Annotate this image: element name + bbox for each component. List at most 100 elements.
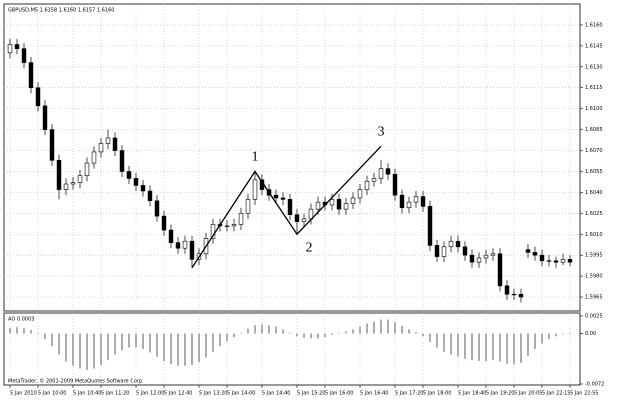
y-tick-label: 1.6055 [585, 169, 603, 175]
candle-body [462, 246, 468, 256]
y-tick-label: 1.6145 [585, 43, 603, 49]
x-tick-label: 5 Jan 13:20 [199, 391, 227, 397]
x-tick-label: 5 Jan 20:05 [514, 391, 542, 397]
price-panel [3, 3, 581, 312]
x-tick-label: 5 Jan 2010 [10, 391, 37, 397]
x-tick-label: 5 Jan 14:40 [262, 391, 290, 397]
y2-tick-label: 0.0025 [585, 314, 603, 320]
candle-body [112, 137, 118, 151]
candle-body [504, 285, 510, 295]
candle-body [77, 175, 83, 183]
candle-body [7, 44, 13, 54]
y-tick-label: 1.5980 [585, 274, 603, 280]
candle-body [427, 206, 433, 246]
y-tick-label: 1.6025 [585, 211, 603, 217]
candle-body [224, 225, 230, 227]
y-tick-label: 1.6115 [585, 85, 603, 91]
candle-body [119, 150, 125, 172]
y-tick-label: 1.5995 [585, 253, 603, 259]
candle-body [371, 178, 377, 182]
candle-body [231, 224, 237, 227]
candle-body [84, 162, 90, 176]
candle-body [252, 179, 258, 200]
x-tick-label: 5 Jan 15:20 [297, 391, 325, 397]
candle-body [161, 215, 167, 231]
candle-body [56, 159, 62, 190]
candle-body [42, 105, 48, 130]
x-tick-label: 5 Jan 11:20 [101, 391, 129, 397]
x-tick-label: 5 Jan 22:55 [570, 391, 598, 397]
candle-body [105, 137, 111, 144]
zigzag-label: 1 [252, 150, 259, 165]
y-tick-label: 1.6130 [585, 64, 603, 70]
candle-body [238, 213, 244, 225]
candle-body [70, 182, 76, 185]
y-tick-label: 1.6160 [585, 22, 603, 28]
candle-body [364, 180, 370, 190]
candle-body [490, 253, 496, 256]
candle-body [350, 197, 356, 204]
candle-body [378, 168, 384, 179]
candle-body [448, 240, 454, 248]
x-tick-label: 5 Jan 18:00 [423, 391, 451, 397]
candle-body [343, 203, 349, 210]
candle-body [168, 229, 174, 243]
y2-tick-label: -0.0072 [585, 382, 604, 388]
candle-body [420, 196, 426, 207]
y2-tick-label: 0.00 [585, 331, 596, 337]
zigzag-line [191, 145, 382, 269]
candle-body [406, 201, 412, 209]
y-tick-label: 1.6100 [585, 106, 603, 112]
chart-title: GBPUSD,M5 1.6158 1.6160 1.6157 1.6160 [8, 8, 114, 14]
candle-body [483, 254, 489, 259]
candle-body [567, 259, 573, 263]
footer: MetaTrader, © 2001-2009 MetaQuotes Softw… [8, 378, 144, 385]
candle-body [518, 293, 524, 298]
candle-body [476, 257, 482, 263]
y-tick-label: 1.5965 [585, 295, 603, 301]
x-tick-label: 5 Jan 16:40 [360, 391, 388, 397]
candle-body [385, 168, 391, 175]
x-tick-label: 5 Jan 22:15 [542, 391, 570, 397]
candle-body [525, 249, 531, 253]
indicator-panel [3, 312, 581, 386]
y-tick-label: 1.6040 [585, 190, 603, 196]
candle-body [441, 246, 447, 257]
candle-body [189, 240, 195, 260]
candle-body [560, 259, 566, 263]
candle-body [126, 171, 132, 179]
candle-body [329, 199, 335, 206]
candle-body [175, 242, 181, 249]
x-tick-label: 5 Jan 18:40 [458, 391, 486, 397]
candle-body [91, 151, 97, 164]
candle-body [63, 183, 69, 190]
x-tick-label: 5 Jan 19:20 [486, 391, 514, 397]
candle-body [98, 143, 104, 153]
candle-body [21, 48, 27, 63]
y-tick-label: 1.6010 [585, 232, 603, 238]
candle-body [469, 254, 475, 263]
x-tick-label: 5 Jan 10:00 [38, 391, 66, 397]
candle-body [497, 253, 503, 287]
x-tick-label: 5 Jan 17:20 [395, 391, 423, 397]
candle-body [455, 240, 461, 248]
candle-body [14, 44, 20, 49]
candle-body [28, 62, 34, 89]
candle-body [336, 199, 342, 210]
candle-body [511, 293, 517, 296]
x-tick-label: 5 Jan 12:00 [136, 391, 164, 397]
candle-body [413, 196, 419, 203]
candle-body [301, 218, 307, 222]
candle-body [35, 87, 41, 107]
candle-body [182, 240, 188, 249]
zigzag-label: 3 [378, 125, 385, 140]
candle-body [315, 201, 321, 210]
candle-body [539, 254, 545, 262]
candle-body [392, 173, 398, 196]
candle-body [434, 245, 440, 257]
indicator-title: AO 0.0003 [8, 317, 34, 323]
candle-body [133, 178, 139, 186]
candle-body [147, 190, 153, 202]
